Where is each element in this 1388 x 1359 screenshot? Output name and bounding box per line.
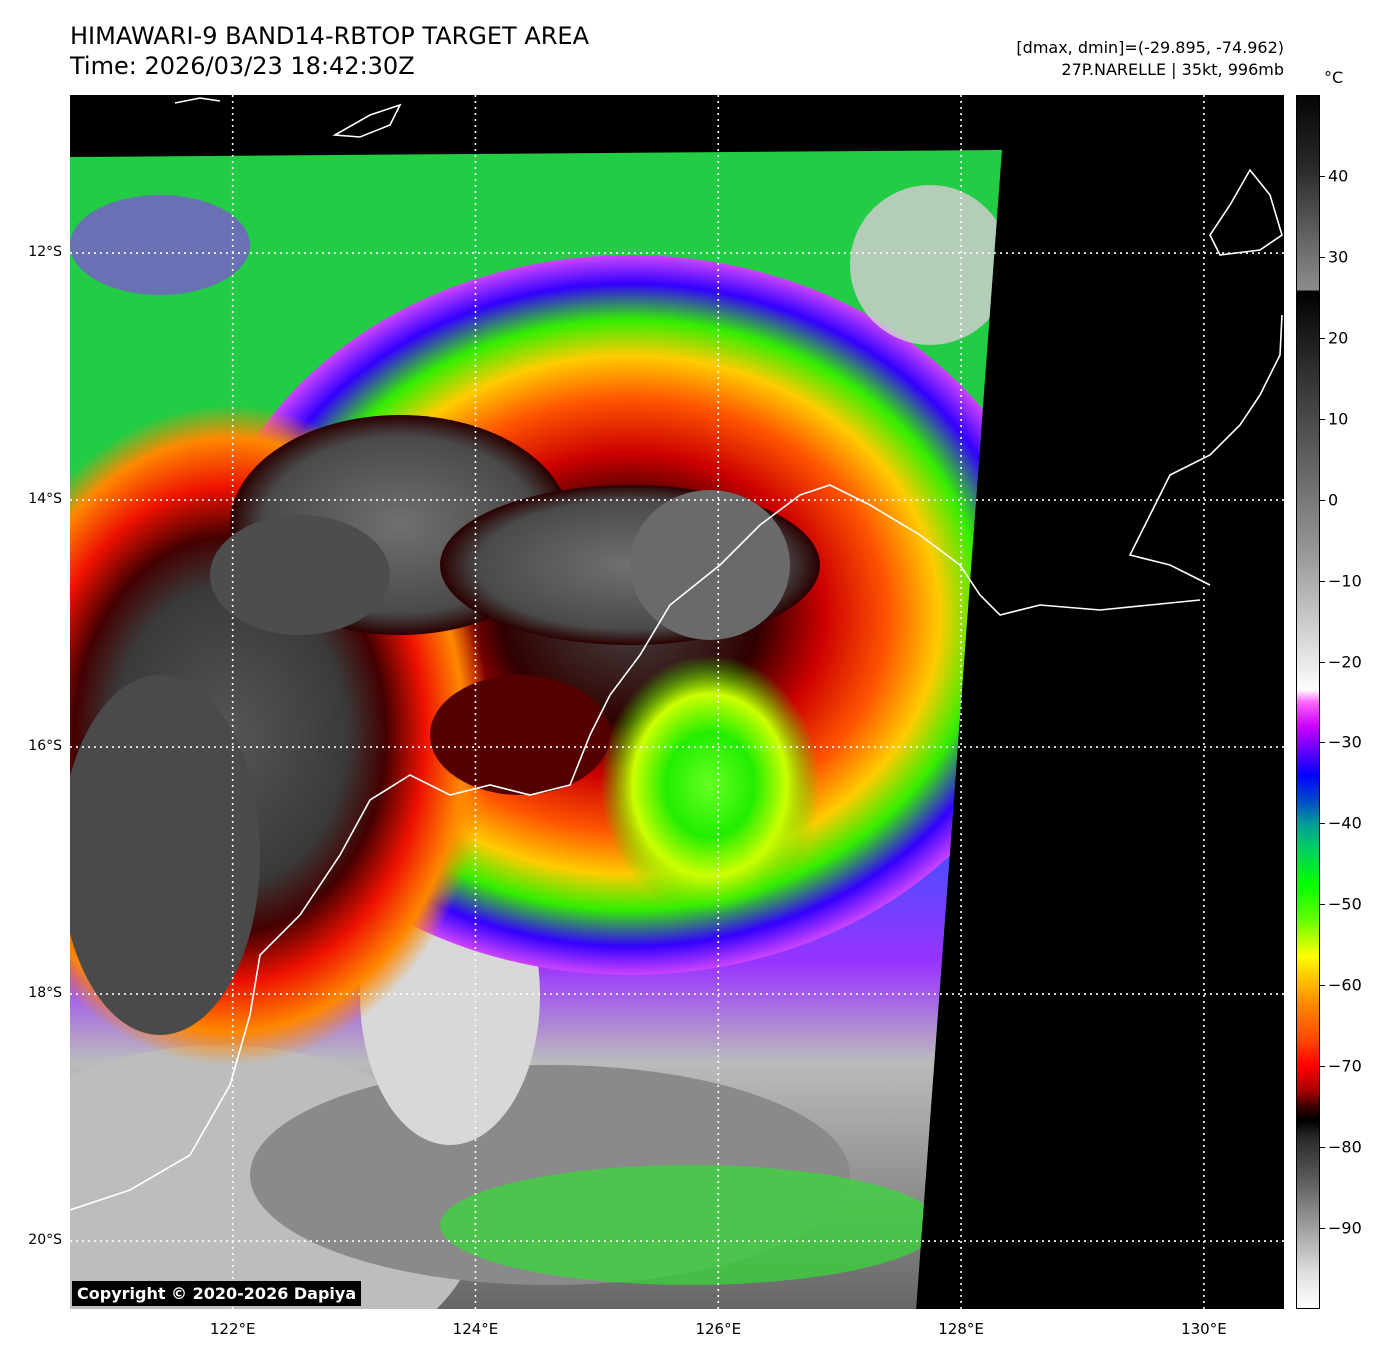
- colorbar-tick: −60: [1328, 975, 1362, 995]
- lon-label-128e: 128°E: [938, 1320, 984, 1338]
- satellite-map: Copyright © 2020-2026 Dapiya: [70, 95, 1284, 1309]
- lat-label-20s: 20°S: [28, 1232, 62, 1249]
- colorbar-tick: −30: [1328, 732, 1362, 752]
- colorbar-tickmark: [1320, 256, 1325, 258]
- lon-label-130e: 130°E: [1181, 1320, 1227, 1338]
- colorbar-tick: −10: [1328, 571, 1362, 591]
- colorbar-tickmark: [1320, 580, 1325, 582]
- copyright-label: Copyright © 2020-2026 Dapiya: [72, 1281, 362, 1306]
- lat-label-12s: 12°S: [28, 244, 62, 261]
- colorbar-tick: −70: [1328, 1056, 1362, 1076]
- colorbar-unit: °C: [1324, 68, 1344, 87]
- colorbar-tickmark: [1320, 985, 1325, 987]
- colorbar-tickmark: [1320, 499, 1325, 501]
- lat-label-14s: 14°S: [28, 491, 62, 508]
- colorbar-tick: −40: [1328, 813, 1362, 833]
- lat-label-18s: 18°S: [28, 985, 62, 1002]
- satellite-imagery: [70, 95, 1284, 1309]
- colorbar-tickmark: [1320, 904, 1325, 906]
- lat-label-16s: 16°S: [28, 738, 62, 755]
- colorbar-tick: −20: [1328, 652, 1362, 672]
- colorbar-tickmark: [1320, 1228, 1325, 1230]
- coastline: [70, 97, 1283, 1211]
- colorbar-tick: −80: [1328, 1137, 1362, 1157]
- colorbar-tick: 40: [1328, 166, 1349, 186]
- colorbar-tickmark: [1320, 1147, 1325, 1149]
- lon-label-124e: 124°E: [452, 1320, 499, 1338]
- colorbar-tickmark: [1320, 661, 1325, 663]
- gridlines: [70, 95, 1284, 1309]
- colorbar-tick: 10: [1328, 409, 1349, 429]
- map-title: HIMAWARI-9 BAND14-RBTOP TARGET AREA: [70, 22, 590, 50]
- data-range-info: [dmax, dmin]=(-29.895, -74.962): [1016, 38, 1284, 57]
- storm-info: 27P.NARELLE | 35kt, 996mb: [1061, 60, 1284, 79]
- colorbar-tick: −90: [1328, 1218, 1362, 1238]
- colorbar-tickmark: [1320, 337, 1325, 339]
- colorbar-tickmark: [1320, 742, 1325, 744]
- colorbar-tickmark: [1320, 1066, 1325, 1068]
- colorbar-tickmark: [1320, 418, 1325, 420]
- colorbar-tick: −50: [1328, 894, 1362, 914]
- colorbar-tick: 0: [1328, 490, 1339, 510]
- colorbar-tickmark: [1320, 823, 1325, 825]
- lon-label-122e: 122°E: [209, 1320, 256, 1338]
- colorbar: [1296, 95, 1320, 1309]
- map-time: Time: 2026/03/23 18:42:30Z: [70, 52, 415, 80]
- colorbar-tick: 30: [1328, 247, 1349, 267]
- lon-label-126e: 126°E: [695, 1320, 742, 1338]
- colorbar-tickmark: [1320, 175, 1325, 177]
- colorbar-tick: 20: [1328, 328, 1349, 348]
